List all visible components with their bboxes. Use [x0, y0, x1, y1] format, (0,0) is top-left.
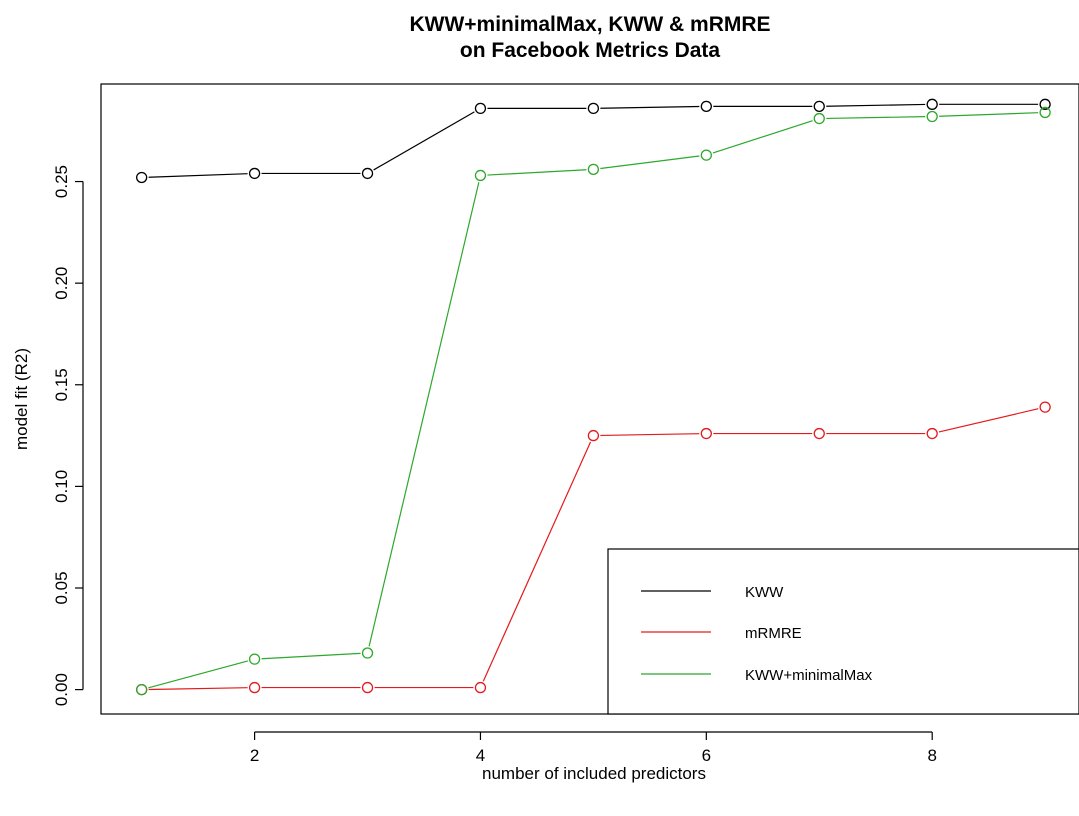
data-point — [1039, 98, 1051, 110]
series-mrmre — [136, 401, 1051, 696]
y-tick-label: 0.00 — [52, 673, 71, 706]
data-point — [361, 647, 374, 659]
series-line-segment — [600, 433, 700, 437]
y-tick-label: 0.25 — [52, 165, 71, 198]
x-tick-label: 2 — [250, 746, 259, 765]
series-line-segment — [148, 660, 248, 689]
data-point — [136, 171, 148, 184]
legend: KWW mRMRE KWW+minimalMax — [607, 548, 1079, 715]
series-line-segment — [600, 155, 700, 170]
data-point — [1039, 106, 1051, 119]
x-tick-label: 4 — [476, 746, 485, 765]
series-line-segment — [712, 120, 813, 154]
data-point — [587, 163, 600, 176]
series-line-segment — [261, 652, 361, 660]
data-point — [700, 100, 712, 113]
data-point — [248, 653, 261, 665]
series-group — [136, 98, 1051, 696]
series-line-segment — [826, 103, 926, 107]
data-point — [700, 427, 712, 440]
data-point — [813, 112, 825, 125]
data-point — [361, 681, 374, 694]
series-line-segment — [938, 408, 1039, 433]
series-line-segment — [487, 169, 587, 176]
y-axis-label: model fit (R2) — [12, 348, 31, 450]
series-kww-minimalmax — [136, 106, 1051, 696]
y-tick-label: 0.05 — [52, 571, 71, 604]
data-point — [248, 167, 261, 180]
data-point — [474, 169, 487, 182]
legend-label-kww-minimalmax: KWW+minimalMax — [745, 667, 873, 684]
series-kww — [136, 98, 1051, 184]
chart-title-line-1: KWW+minimalMax, KWW & mRMRE — [409, 13, 770, 36]
y-tick-label: 0.20 — [52, 267, 71, 300]
chart-title-line-2: on Facebook Metrics Data — [460, 39, 721, 62]
series-line-segment — [600, 105, 700, 109]
series-line-segment — [826, 116, 926, 120]
series-line-segment — [148, 173, 248, 178]
legend-label-mrmre: mRMRE — [745, 625, 802, 642]
y-tick-label: 0.15 — [52, 368, 71, 401]
data-point — [813, 100, 825, 113]
data-point — [474, 681, 487, 694]
plot-area-frame — [100, 83, 1079, 715]
data-point — [474, 102, 487, 115]
data-point — [361, 167, 374, 180]
series-line-segment — [482, 441, 592, 682]
data-point — [926, 110, 938, 123]
x-tick-label: 8 — [927, 746, 936, 765]
data-point — [587, 429, 600, 442]
data-point — [700, 149, 712, 161]
data-point — [813, 427, 825, 440]
data-point — [587, 102, 600, 115]
legend-label-kww: KWW — [745, 584, 784, 601]
x-tick-label: 6 — [702, 746, 711, 765]
series-line-segment — [148, 687, 248, 691]
series-line-segment — [368, 182, 480, 647]
data-point — [248, 681, 261, 694]
y-tick-label: 0.10 — [52, 470, 71, 503]
series-line-segment — [939, 112, 1039, 117]
data-point — [1039, 401, 1051, 413]
data-point — [136, 683, 148, 696]
x-axis-label: number of included predictors — [482, 764, 706, 783]
data-point — [926, 98, 938, 110]
series-line-segment — [373, 111, 475, 171]
axes: 2 4 6 8 0.00 0.05 0.10 0.15 0.20 0.25 — [52, 165, 937, 765]
data-point — [926, 427, 938, 440]
